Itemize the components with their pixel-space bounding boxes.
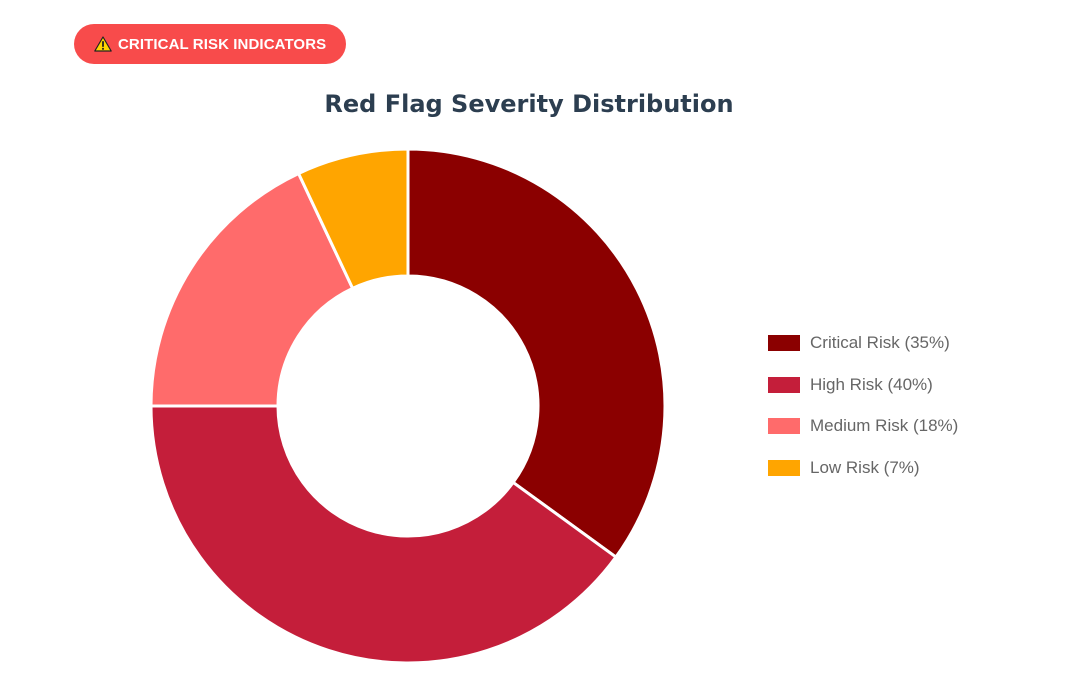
- donut-slice-critical[interactable]: [406, 147, 667, 559]
- legend-label-critical: Critical Risk (35%): [810, 333, 950, 352]
- legend-label-high: High Risk (40%): [810, 374, 933, 394]
- legend-swatch-low: [768, 459, 800, 476]
- warning-icon: [94, 36, 112, 52]
- chart-title: Red Flag Severity Distribution: [324, 90, 734, 118]
- legend-swatch-critical: [768, 335, 800, 351]
- chart-legend: Critical Risk (35%) High Risk (40%) Medi…: [768, 332, 958, 498]
- legend-item-medium[interactable]: Medium Risk (18%): [768, 415, 958, 437]
- legend-swatch-medium: [768, 418, 800, 434]
- badge-label: CRITICAL RISK INDICATORS: [118, 35, 327, 53]
- legend-label-medium: Medium Risk (18%): [810, 416, 959, 435]
- donut-slice-low[interactable]: [297, 147, 410, 290]
- legend-item-critical[interactable]: Critical Risk (35%): [768, 332, 958, 354]
- critical-risk-badge: CRITICAL RISK INDICATORS: [74, 24, 347, 64]
- legend-label-low: Low Risk (7%): [810, 457, 920, 477]
- legend-item-low[interactable]: Low Risk (7%): [768, 457, 958, 479]
- legend-item-high[interactable]: High Risk (40%): [768, 374, 958, 396]
- donut-slice-high[interactable]: [149, 404, 618, 665]
- donut-slice-medium[interactable]: [149, 171, 355, 408]
- legend-swatch-high: [768, 376, 800, 393]
